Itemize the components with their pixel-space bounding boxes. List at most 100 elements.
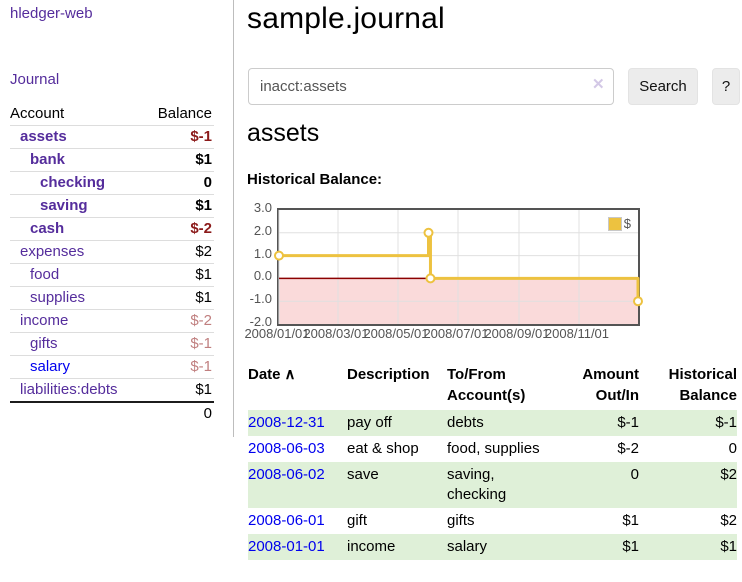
x-axis-tick-label: 2008/05/01 [363,326,429,341]
register-amount: 0 [630,466,639,483]
account-balance: $-1 [143,332,214,356]
chart-data-point [423,227,434,238]
account-link-expenses[interactable]: expenses [20,243,85,260]
sidebar-item-journal[interactable]: Journal [10,71,60,88]
account-row: cash $-2 [10,217,214,241]
account-row: checking 0 [10,171,214,195]
account-link-gifts[interactable]: gifts [30,335,58,352]
search-button[interactable]: Search [628,68,698,105]
account-name-cell: expenses [10,240,144,264]
legend-swatch-icon [607,216,622,231]
account-name-cell: checking [10,171,144,195]
search-input[interactable] [248,68,614,105]
account-balance: $1 [143,286,214,310]
accounts-col-balance: Balance [157,105,212,122]
y-axis-tick-label: 2.0 [253,222,272,238]
register-description: eat & shop [347,440,419,457]
account-link-income[interactable]: income [20,312,69,329]
sidebar-divider [233,0,234,437]
register-balance: $2 [720,512,737,529]
account-link-checking[interactable]: checking [40,174,106,191]
account-name-cell: income [10,309,144,333]
register-col-accounts: To/From Account(s) [447,366,526,404]
register-balance: 0 [728,440,737,457]
table-row: 2008-06-03 eat & shop food, supplies $-2 0 [248,436,737,462]
accounts-total-row: 0 [10,401,214,425]
y-axis-tick-label: -1.0 [249,291,272,307]
accounts-col-account: Account [10,105,65,122]
account-balance: 0 [143,171,214,195]
account-link-cash[interactable]: cash [30,220,65,237]
register-col-description: Description [347,366,430,383]
table-row: 2008-12-31 pay off debts $-1 $-1 [248,410,737,436]
account-row: liabilities:debts $1 [10,378,214,402]
y-axis-tick-label: 0.0 [253,268,272,284]
clear-search-icon[interactable]: ✕ [592,76,605,93]
register-table: Date ∧ Description To/From Account(s) Amo… [248,362,737,560]
register-date-link[interactable]: 2008-06-03 [248,440,325,457]
account-link-liabilities-debts[interactable]: liabilities:debts [20,381,118,398]
account-balance: $1 [143,148,214,172]
account-row: saving $1 [10,194,214,218]
legend-label: $ [623,216,631,231]
account-row: food $1 [10,263,214,287]
register-accounts: gifts [447,512,475,529]
register-header-row: Date ∧ Description To/From Account(s) Amo… [248,362,737,410]
accounts-total-spacer [10,401,144,425]
account-balance: $-2 [143,217,214,241]
register-accounts: salary [447,538,488,555]
account-link-assets[interactable]: assets [20,128,67,145]
register-accounts: food, supplies [447,440,540,457]
y-axis-tick-label: -2.0 [249,314,272,329]
account-name-cell: salary [10,355,144,379]
accounts-total-balance: 0 [143,401,214,425]
account-name-cell: liabilities:debts [10,378,144,402]
chart-data-point [633,296,643,307]
register-accounts: saving, checking [447,466,507,503]
page-title: sample.journal [247,2,445,35]
x-axis-tick-label: 2008/11/01 [544,326,610,341]
account-link-supplies[interactable]: supplies [30,289,86,306]
register-date-link[interactable]: 2008-06-02 [248,466,325,483]
register-accounts: debts [447,414,484,431]
register-date-link[interactable]: 2008-01-01 [248,538,325,555]
register-date-link[interactable]: 2008-06-01 [248,512,325,529]
account-row: supplies $1 [10,286,214,310]
register-col-amount: Amount Out/In [582,366,639,404]
x-axis-tick-label: 2008/07/01 [423,326,489,341]
chart-legend: $ [605,215,633,232]
account-balance: $-1 [143,355,214,379]
register-amount: $-2 [617,440,639,457]
register-description: income [347,538,396,555]
account-link-salary[interactable]: salary [30,358,71,375]
register-date-cell: 2008-01-01 [248,534,347,560]
register-date-cell: 2008-12-31 [248,410,347,436]
account-link-saving[interactable]: saving [40,197,88,214]
account-name-cell: supplies [10,286,144,310]
register-amount: $1 [622,538,639,555]
app-title-link[interactable]: hledger-web [10,5,93,22]
account-link-bank[interactable]: bank [30,151,66,168]
account-link-food[interactable]: food [30,266,60,283]
x-axis-tick-label: 2008/03/01 [303,326,369,341]
register-col-balance: Historical Balance [668,366,737,404]
account-balance: $1 [143,194,214,218]
register-description: pay off [347,414,392,431]
account-name-cell: saving [10,194,144,218]
sort-ascending-icon: ∧ [284,366,296,383]
account-balance: $-1 [143,125,214,149]
register-date-link[interactable]: 2008-12-31 [248,414,325,431]
help-button[interactable]: ? [712,68,740,105]
account-balance: $-2 [143,309,214,333]
account-row: salary $-1 [10,355,214,379]
register-col-date[interactable]: Date ∧ [248,366,296,383]
chart-plot-area: $ [274,208,643,326]
account-row: expenses $2 [10,240,214,264]
register-amount: $-1 [617,414,639,431]
register-balance: $2 [720,466,737,483]
account-row: bank $1 [10,148,214,172]
chart-data-point [425,273,436,284]
account-balance: $1 [143,263,214,287]
register-amount: $1 [622,512,639,529]
account-name-cell: gifts [10,332,144,356]
